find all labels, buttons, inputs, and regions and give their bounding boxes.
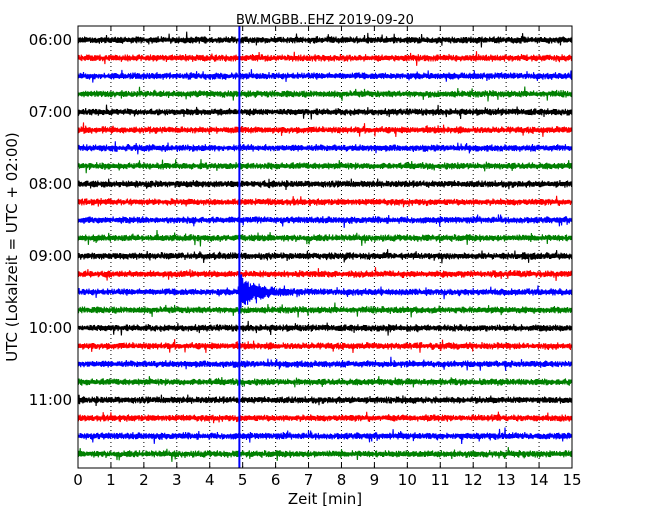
trace-1000 xyxy=(77,320,573,336)
x-tick-label: 6 xyxy=(271,471,281,489)
trace-0615 xyxy=(77,51,573,66)
x-tick-label: 13 xyxy=(497,471,516,489)
trace-1130 xyxy=(77,427,573,445)
trace-0730 xyxy=(77,141,573,155)
x-tick-label: 4 xyxy=(205,471,215,489)
x-tick-label: 14 xyxy=(530,471,549,489)
y-tick-label: 06:00 xyxy=(29,31,72,49)
trace-0915 xyxy=(77,267,573,281)
trace-0815 xyxy=(77,195,573,208)
trace-0600 xyxy=(77,31,573,48)
trace-1015 xyxy=(77,339,573,353)
x-tick-label: 9 xyxy=(370,471,380,489)
y-tick-label: 09:00 xyxy=(29,247,72,265)
trace-rows xyxy=(77,31,573,462)
trace-0945 xyxy=(77,302,573,318)
trace-0930 xyxy=(77,274,573,311)
x-tick-label: 1 xyxy=(106,471,116,489)
y-tick-label: 07:00 xyxy=(29,103,72,121)
trace-0830 xyxy=(77,214,573,228)
x-tick-label: 11 xyxy=(431,471,450,489)
x-tick-label: 7 xyxy=(304,471,314,489)
trace-1045 xyxy=(77,376,573,388)
x-tick-label: 3 xyxy=(172,471,182,489)
y-tick-label: 08:00 xyxy=(29,175,72,193)
trace-0630 xyxy=(77,69,573,83)
x-tick-label: 2 xyxy=(139,471,149,489)
trace-0745 xyxy=(77,159,573,174)
vertical-grid xyxy=(110,26,540,468)
x-tick-label: 8 xyxy=(337,471,347,489)
y-tick-label: 11:00 xyxy=(29,391,72,409)
trace-1100 xyxy=(77,394,573,407)
trace-0715 xyxy=(77,122,573,137)
y-tick-label: 10:00 xyxy=(29,319,72,337)
trace-0645 xyxy=(77,86,573,102)
x-axis-label: Zeit [min] xyxy=(288,490,362,508)
y-axis-ticks: 06:00 07:00 08:00 09:00 10:00 11:00 xyxy=(29,31,83,409)
trace-0845 xyxy=(77,229,573,247)
trace-1145 xyxy=(77,447,573,462)
trace-0700 xyxy=(77,104,573,120)
x-axis-ticks: 0 1 2 3 4 5 6 7 8 9 10 11 12 13 14 15 xyxy=(73,26,582,489)
plot-frame xyxy=(77,25,573,469)
trace-0900 xyxy=(77,249,573,264)
x-tick-label: 15 xyxy=(562,471,581,489)
trace-1030 xyxy=(77,356,573,371)
trace-1115 xyxy=(77,411,573,424)
x-tick-label: 10 xyxy=(398,471,417,489)
x-tick-label: 5 xyxy=(238,471,248,489)
trace-0800 xyxy=(77,178,573,191)
x-tick-label: 0 xyxy=(73,471,83,489)
y-axis-label: UTC (Lokalzeit = UTC + 02:00) xyxy=(3,132,21,362)
x-tick-label: 12 xyxy=(464,471,483,489)
chart-title: BW.MGBB..EHZ 2019-09-20 xyxy=(236,13,414,28)
